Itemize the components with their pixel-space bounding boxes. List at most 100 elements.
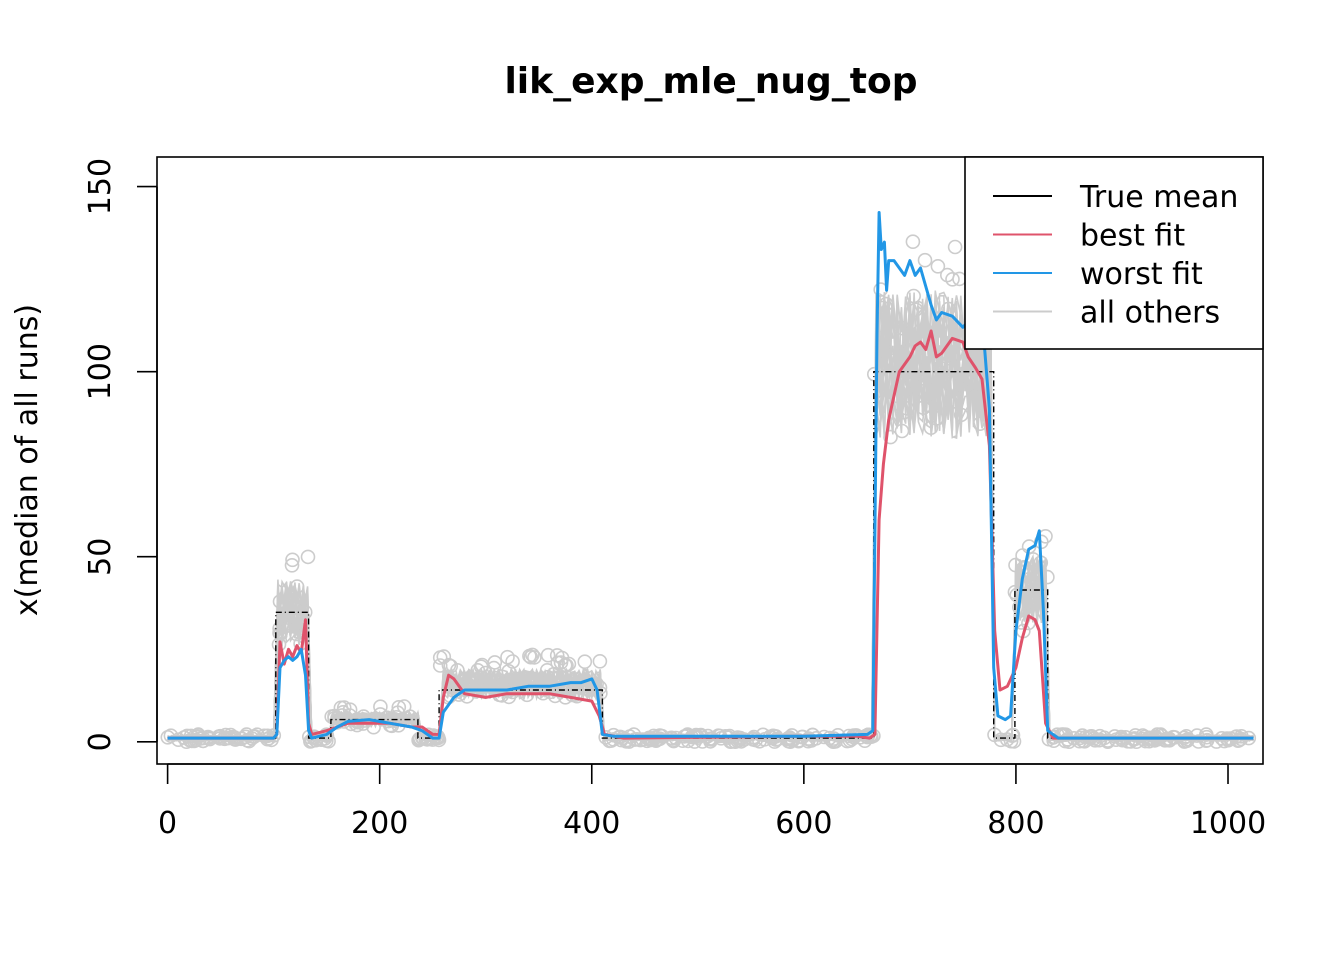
all-others-point (373, 699, 388, 715)
legend-box (964, 156, 1264, 350)
all-others-point (905, 234, 921, 249)
all-others-point (163, 728, 179, 744)
all-others-point (436, 649, 452, 664)
true-mean-line (167, 371, 1254, 739)
x-tick-label: 800 (987, 806, 1044, 841)
all-others-point (1075, 733, 1091, 749)
all-others-point (285, 552, 300, 568)
all-others-point (930, 258, 946, 274)
all-others-point (592, 680, 608, 695)
x-tick-label: 200 (351, 806, 408, 841)
all-others-point (432, 658, 448, 673)
legend-label: all others (1080, 296, 1220, 331)
all-others-point (540, 669, 556, 685)
all-others-point (899, 400, 915, 416)
all-others-point (987, 727, 1002, 743)
all-others-run-line (167, 291, 1255, 742)
all-others-point (923, 398, 939, 414)
all-others-point (945, 271, 960, 287)
all-others-point (917, 252, 933, 268)
all-others-point (885, 353, 901, 369)
all-others-point (757, 731, 772, 747)
all-others-point (949, 394, 965, 410)
all-others-run-line (167, 294, 1254, 743)
all-others-point (915, 400, 931, 416)
all-others-point (895, 320, 911, 336)
all-others-point (179, 734, 194, 750)
all-others-point (903, 372, 919, 388)
all-others-point (500, 649, 515, 665)
all-others-run-line (167, 294, 1254, 742)
all-others-point (289, 608, 304, 624)
all-others-point (1075, 728, 1090, 743)
legend-label: worst fit (1080, 257, 1203, 292)
all-others-point (915, 383, 930, 399)
chart-title: lik_exp_mle_nug_top (504, 61, 917, 102)
all-others-point (906, 288, 922, 304)
all-others-point (1191, 734, 1206, 749)
all-others-point (473, 659, 489, 675)
all-others-run-line (167, 298, 1255, 742)
y-axis-label: x(median of all runs) (10, 304, 45, 616)
all-others-point (179, 728, 195, 744)
all-others-point (929, 410, 944, 426)
all-others-point (463, 673, 479, 688)
all-others-point (921, 383, 937, 399)
all-others-point (272, 625, 287, 641)
all-others-point (284, 557, 300, 573)
x-tick-label: 1000 (1190, 806, 1266, 841)
x-tick-label: 400 (563, 806, 620, 841)
worst-fit-line (167, 211, 1254, 740)
all-others-point (1004, 728, 1020, 744)
x-tick-label: 0 (158, 806, 177, 841)
all-others-run-line (167, 294, 1255, 742)
all-others-point (908, 302, 924, 318)
all-others-point (896, 404, 912, 420)
all-others-run-line (167, 303, 1255, 743)
all-others-point (1029, 568, 1045, 583)
all-others-point (521, 670, 536, 686)
all-others-point (505, 654, 520, 669)
all-others-point (1147, 733, 1163, 748)
y-axis: 0 50 100 150 (83, 158, 158, 751)
all-others-run-line (167, 291, 1254, 742)
all-others-run-line (167, 294, 1254, 743)
y-tick-label: 100 (83, 343, 118, 400)
legend-label: best fit (1080, 219, 1185, 254)
all-others-point (522, 648, 537, 664)
all-others-run-line (167, 292, 1254, 742)
all-others-point (327, 710, 342, 726)
all-others-point (912, 323, 928, 339)
x-axis: 0 200 400 600 800 1000 (158, 763, 1266, 841)
all-others-point (933, 360, 949, 376)
all-others-point (402, 709, 418, 725)
all-others-point (385, 711, 401, 727)
all-others-run-line (167, 300, 1255, 742)
all-others-point (1230, 733, 1246, 749)
all-others-point (577, 654, 593, 670)
all-others-point (592, 653, 608, 669)
all-others-point (593, 685, 608, 701)
all-others-point (606, 732, 621, 747)
legend-label: True mean (1079, 180, 1238, 215)
all-others-point (1092, 732, 1108, 748)
y-tick-label: 50 (83, 538, 118, 576)
all-others-point (884, 324, 900, 339)
y-tick-label: 150 (83, 158, 118, 215)
all-others-run-line (167, 304, 1255, 742)
all-others-run-line (167, 305, 1254, 742)
all-others-point (1154, 728, 1170, 744)
all-others-point (391, 699, 407, 715)
all-others-point (748, 732, 764, 748)
all-others-point (878, 296, 894, 312)
all-others-point (1006, 734, 1022, 749)
all-others-run-line (167, 292, 1255, 742)
all-others-run-line (166, 296, 1254, 742)
all-others-point (272, 594, 288, 609)
all-others-run-line (167, 298, 1255, 742)
all-others-run-line (167, 294, 1254, 742)
all-others-point (903, 363, 919, 378)
all-others-point (349, 717, 365, 733)
